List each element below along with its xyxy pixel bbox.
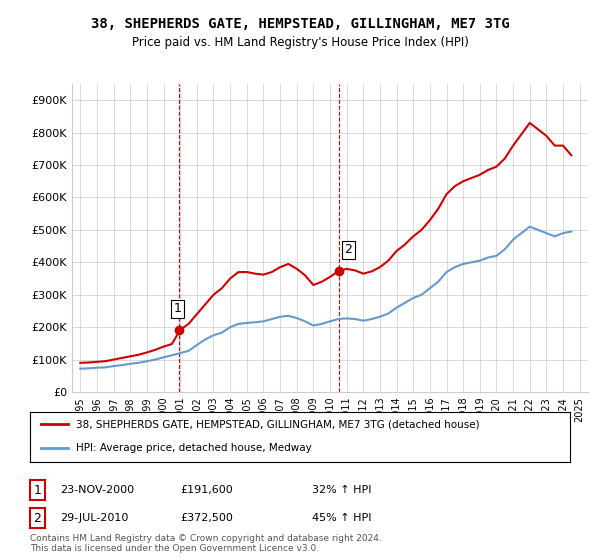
Text: £191,600: £191,600 <box>180 485 233 495</box>
Text: Price paid vs. HM Land Registry's House Price Index (HPI): Price paid vs. HM Land Registry's House … <box>131 36 469 49</box>
Text: Contains HM Land Registry data © Crown copyright and database right 2024.
This d: Contains HM Land Registry data © Crown c… <box>30 534 382 553</box>
Text: 2: 2 <box>344 244 352 256</box>
Text: 1: 1 <box>173 302 181 315</box>
Text: 32% ↑ HPI: 32% ↑ HPI <box>312 485 371 495</box>
Text: 38, SHEPHERDS GATE, HEMPSTEAD, GILLINGHAM, ME7 3TG (detached house): 38, SHEPHERDS GATE, HEMPSTEAD, GILLINGHA… <box>76 419 479 429</box>
Text: 38, SHEPHERDS GATE, HEMPSTEAD, GILLINGHAM, ME7 3TG: 38, SHEPHERDS GATE, HEMPSTEAD, GILLINGHA… <box>91 17 509 31</box>
Text: 45% ↑ HPI: 45% ↑ HPI <box>312 513 371 523</box>
Text: 2: 2 <box>34 511 41 525</box>
Text: 23-NOV-2000: 23-NOV-2000 <box>60 485 134 495</box>
Text: 1: 1 <box>34 483 41 497</box>
Text: HPI: Average price, detached house, Medway: HPI: Average price, detached house, Medw… <box>76 443 311 453</box>
Text: 29-JUL-2010: 29-JUL-2010 <box>60 513 128 523</box>
Text: £372,500: £372,500 <box>180 513 233 523</box>
